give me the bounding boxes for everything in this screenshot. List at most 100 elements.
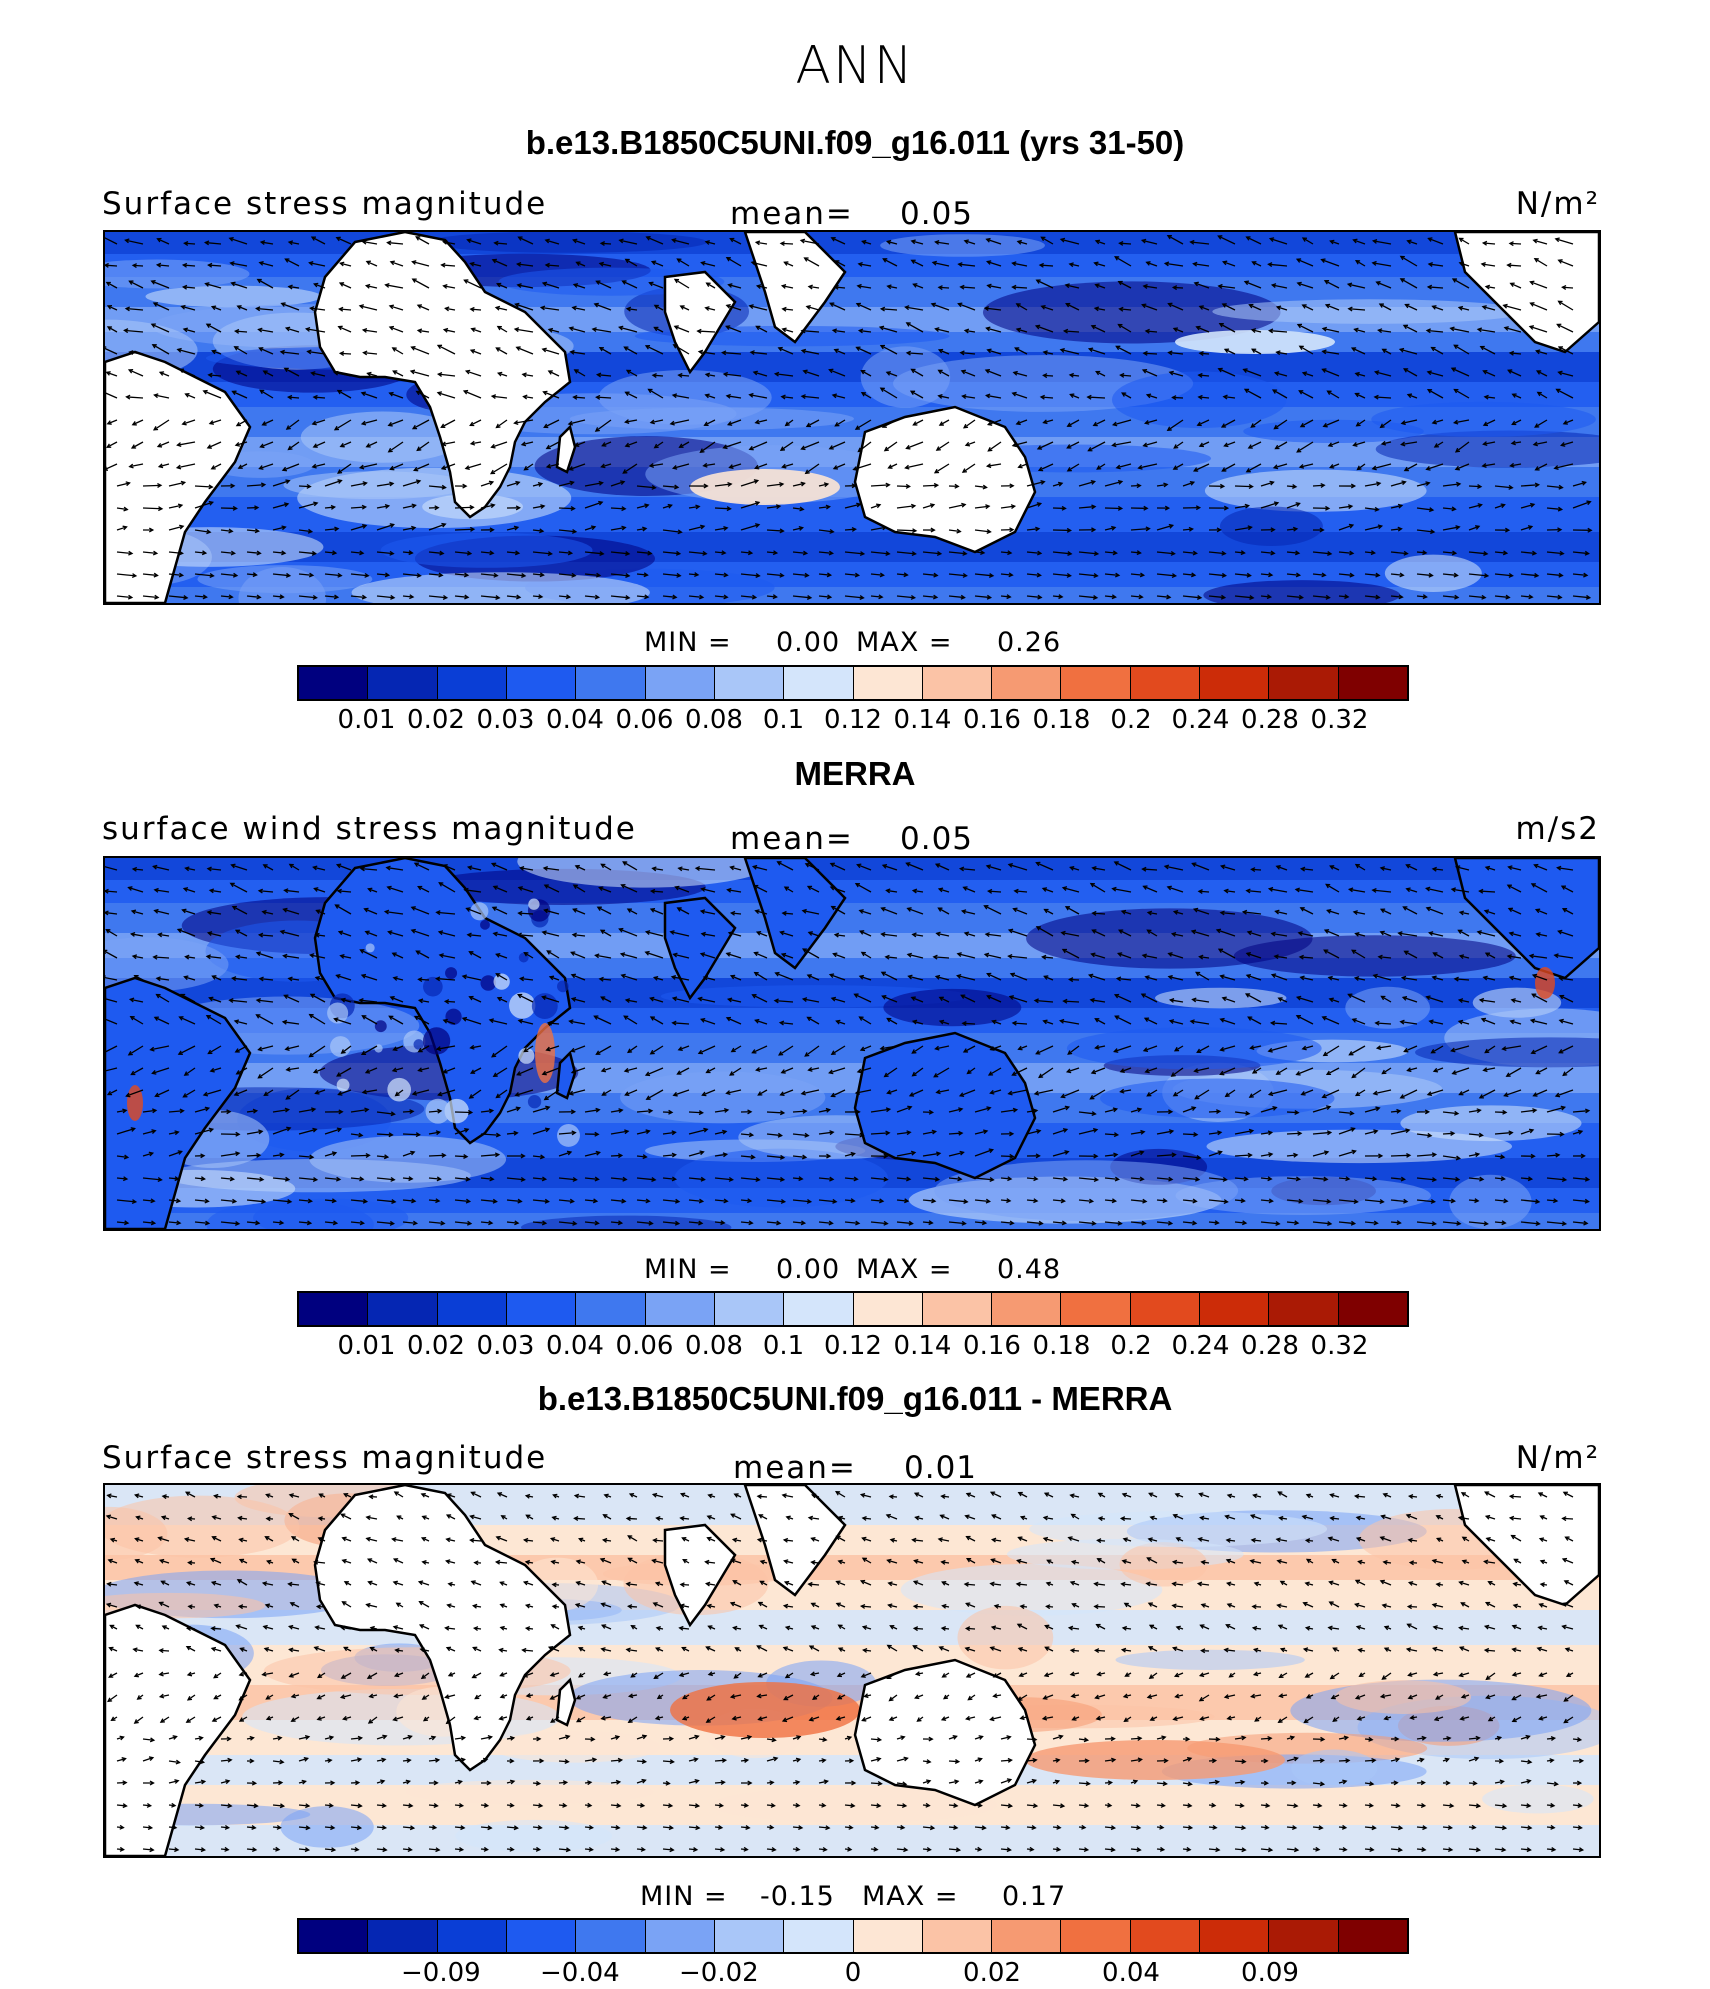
- panel-2-title: MERRA: [794, 755, 916, 792]
- colorbar-tick-label: 0.02: [407, 1331, 465, 1361]
- land-mass: [853, 1658, 1037, 1807]
- figure-title: ANN: [795, 36, 915, 96]
- panel-3-colorbar: [297, 1918, 1409, 1954]
- colorbar-swatch: [1061, 667, 1131, 699]
- colorbar-tick-label: 0.08: [685, 1331, 743, 1361]
- panel-2-variable-label: surface wind stress magnitude: [102, 811, 637, 847]
- colorbar-swatch: [992, 1293, 1062, 1325]
- colorbar-tick-label: −0.09: [401, 1958, 481, 1988]
- colorbar-swatch: [853, 667, 923, 699]
- colorbar-swatch: [853, 1293, 923, 1325]
- colorbar-swatch: [576, 667, 646, 699]
- panel-1-variable-label: Surface stress magnitude: [102, 186, 548, 222]
- colorbar-swatch: [368, 1293, 438, 1325]
- land-mass: [663, 1523, 737, 1628]
- colorbar-tick-label: 0.24: [1171, 705, 1230, 735]
- colorbar-swatch: [437, 667, 507, 699]
- colorbar-tick-label: 0.1: [762, 1331, 805, 1361]
- land-mass: [313, 1485, 572, 1772]
- panel-2-min-label: MIN =: [644, 1254, 732, 1285]
- colorbar-tick-label: 0.18: [1032, 1331, 1091, 1361]
- colorbar-swatch: [437, 1920, 507, 1952]
- panel-1-mean-value: 0.05: [900, 196, 974, 232]
- colorbar-swatch: [1338, 667, 1407, 699]
- panel-2-colorbar: [297, 1291, 1409, 1327]
- colorbar-tick-label: 0.02: [407, 705, 465, 735]
- colorbar-tick-label: 0.08: [685, 705, 743, 735]
- colorbar-tick-label: 0.14: [893, 1331, 952, 1361]
- colorbar-swatch: [506, 1920, 577, 1952]
- colorbar-tick-label: 0.04: [1102, 1958, 1160, 1988]
- colorbar-swatch: [299, 1293, 369, 1325]
- colorbar-swatch: [506, 667, 577, 699]
- colorbar-swatch: [1200, 1293, 1270, 1325]
- colorbar-tick-label: −0.02: [679, 1958, 759, 1988]
- colorbar-tick-label: −0.04: [540, 1958, 620, 1988]
- colorbar-swatch: [922, 1293, 993, 1325]
- colorbar-swatch: [645, 1920, 715, 1952]
- colorbar-tick-label: 0.04: [546, 1331, 604, 1361]
- colorbar-swatch: [1061, 1293, 1131, 1325]
- colorbar-tick-label: 0.32: [1310, 705, 1369, 735]
- panel-2-mean-label: mean=: [730, 821, 854, 857]
- panel-1-map: [103, 230, 1601, 605]
- colorbar-swatch: [576, 1920, 646, 1952]
- colorbar-tick-label: 0.2: [1110, 705, 1152, 735]
- panel-2-max-label: MAX =: [856, 1254, 953, 1285]
- panel-1-title: b.e13.B1850C5UNI.f09_g16.011 (yrs 31-50): [525, 124, 1185, 161]
- panel-1-max-label: MAX =: [856, 627, 953, 658]
- colorbar-swatch: [922, 667, 993, 699]
- colorbar-swatch: [368, 667, 438, 699]
- panel-3-mean-value: 0.01: [904, 1450, 978, 1486]
- colorbar-swatch: [1200, 1920, 1270, 1952]
- colorbar-tick-label: 0.03: [476, 705, 535, 735]
- panel-3-colorbar-ticks: −0.09 −0.04 −0.02 0 0.02 0.04 0.09: [297, 1958, 1409, 1988]
- land-mass: [555, 424, 577, 474]
- colorbar-swatch: [576, 1293, 646, 1325]
- colorbar-swatch: [922, 1920, 993, 1952]
- wind-vectors: [105, 234, 1593, 601]
- colorbar-swatch: [714, 667, 785, 699]
- panel-2-max-value: 0.48: [997, 1254, 1062, 1285]
- colorbar-tick-label: 0.12: [824, 1331, 882, 1361]
- colorbar-swatch: [784, 1293, 854, 1325]
- land-mass: [1453, 1485, 1599, 1607]
- panel-3-max-value: 0.17: [1002, 1881, 1067, 1912]
- colorbar-swatch: [1130, 667, 1201, 699]
- panel-1-colorbar-ticks: 0.01 0.02 0.03 0.04 0.06 0.08 0.1 0.12 0.14 0.16 0…: [297, 705, 1409, 739]
- colorbar-tick-label: 0.1: [762, 705, 805, 735]
- panel-1-max-value: 0.26: [997, 627, 1062, 658]
- panel-3-map: [103, 1483, 1601, 1858]
- colorbar-swatch: [714, 1920, 785, 1952]
- colorbar-swatch: [992, 667, 1062, 699]
- panel-2-mean-value: 0.05: [900, 821, 974, 857]
- colorbar-swatch: [1269, 1920, 1339, 1952]
- colorbar-tick-label: 0.03: [476, 1331, 535, 1361]
- land-mass: [853, 405, 1037, 554]
- panel-3-title: b.e13.B1850C5UNI.f09_g16.011 - MERRA: [537, 1380, 1173, 1417]
- colorbar-tick-label: 0.28: [1241, 705, 1299, 735]
- colorbar-swatch: [1130, 1920, 1201, 1952]
- panel-3-min-value: -0.15: [760, 1881, 835, 1912]
- colorbar-swatch: [506, 1293, 577, 1325]
- land-mass: [105, 976, 252, 1229]
- colorbar-swatch: [437, 1293, 507, 1325]
- panel-3-mean-label: mean=: [733, 1450, 857, 1486]
- panel-2-min-value: 0.00: [776, 1254, 841, 1285]
- panel-2-colorbar-ticks: 0.01 0.02 0.03 0.04 0.06 0.08 0.1 0.12 0.14 0.16 0…: [297, 1331, 1409, 1365]
- land-mass: [105, 350, 252, 603]
- colorbar-tick-label: 0.24: [1171, 1331, 1230, 1361]
- colorbar-tick-label: 0.16: [963, 705, 1021, 735]
- colorbar-tick-label: 0.16: [963, 1331, 1021, 1361]
- colorbar-tick-label: 0.06: [615, 705, 674, 735]
- colorbar-tick-label: 0.09: [1241, 1958, 1299, 1988]
- colorbar-swatch: [992, 1920, 1062, 1952]
- land-mass: [743, 232, 847, 344]
- colorbar-tick-label: 0.32: [1310, 1331, 1369, 1361]
- land-mass: [105, 1603, 252, 1856]
- colorbar-swatch: [1338, 1293, 1407, 1325]
- colorbar-swatch: [645, 1293, 715, 1325]
- colorbar-swatch: [1200, 667, 1270, 699]
- colorbar-swatch: [299, 667, 369, 699]
- panel-2-units: m/s2: [1515, 811, 1600, 847]
